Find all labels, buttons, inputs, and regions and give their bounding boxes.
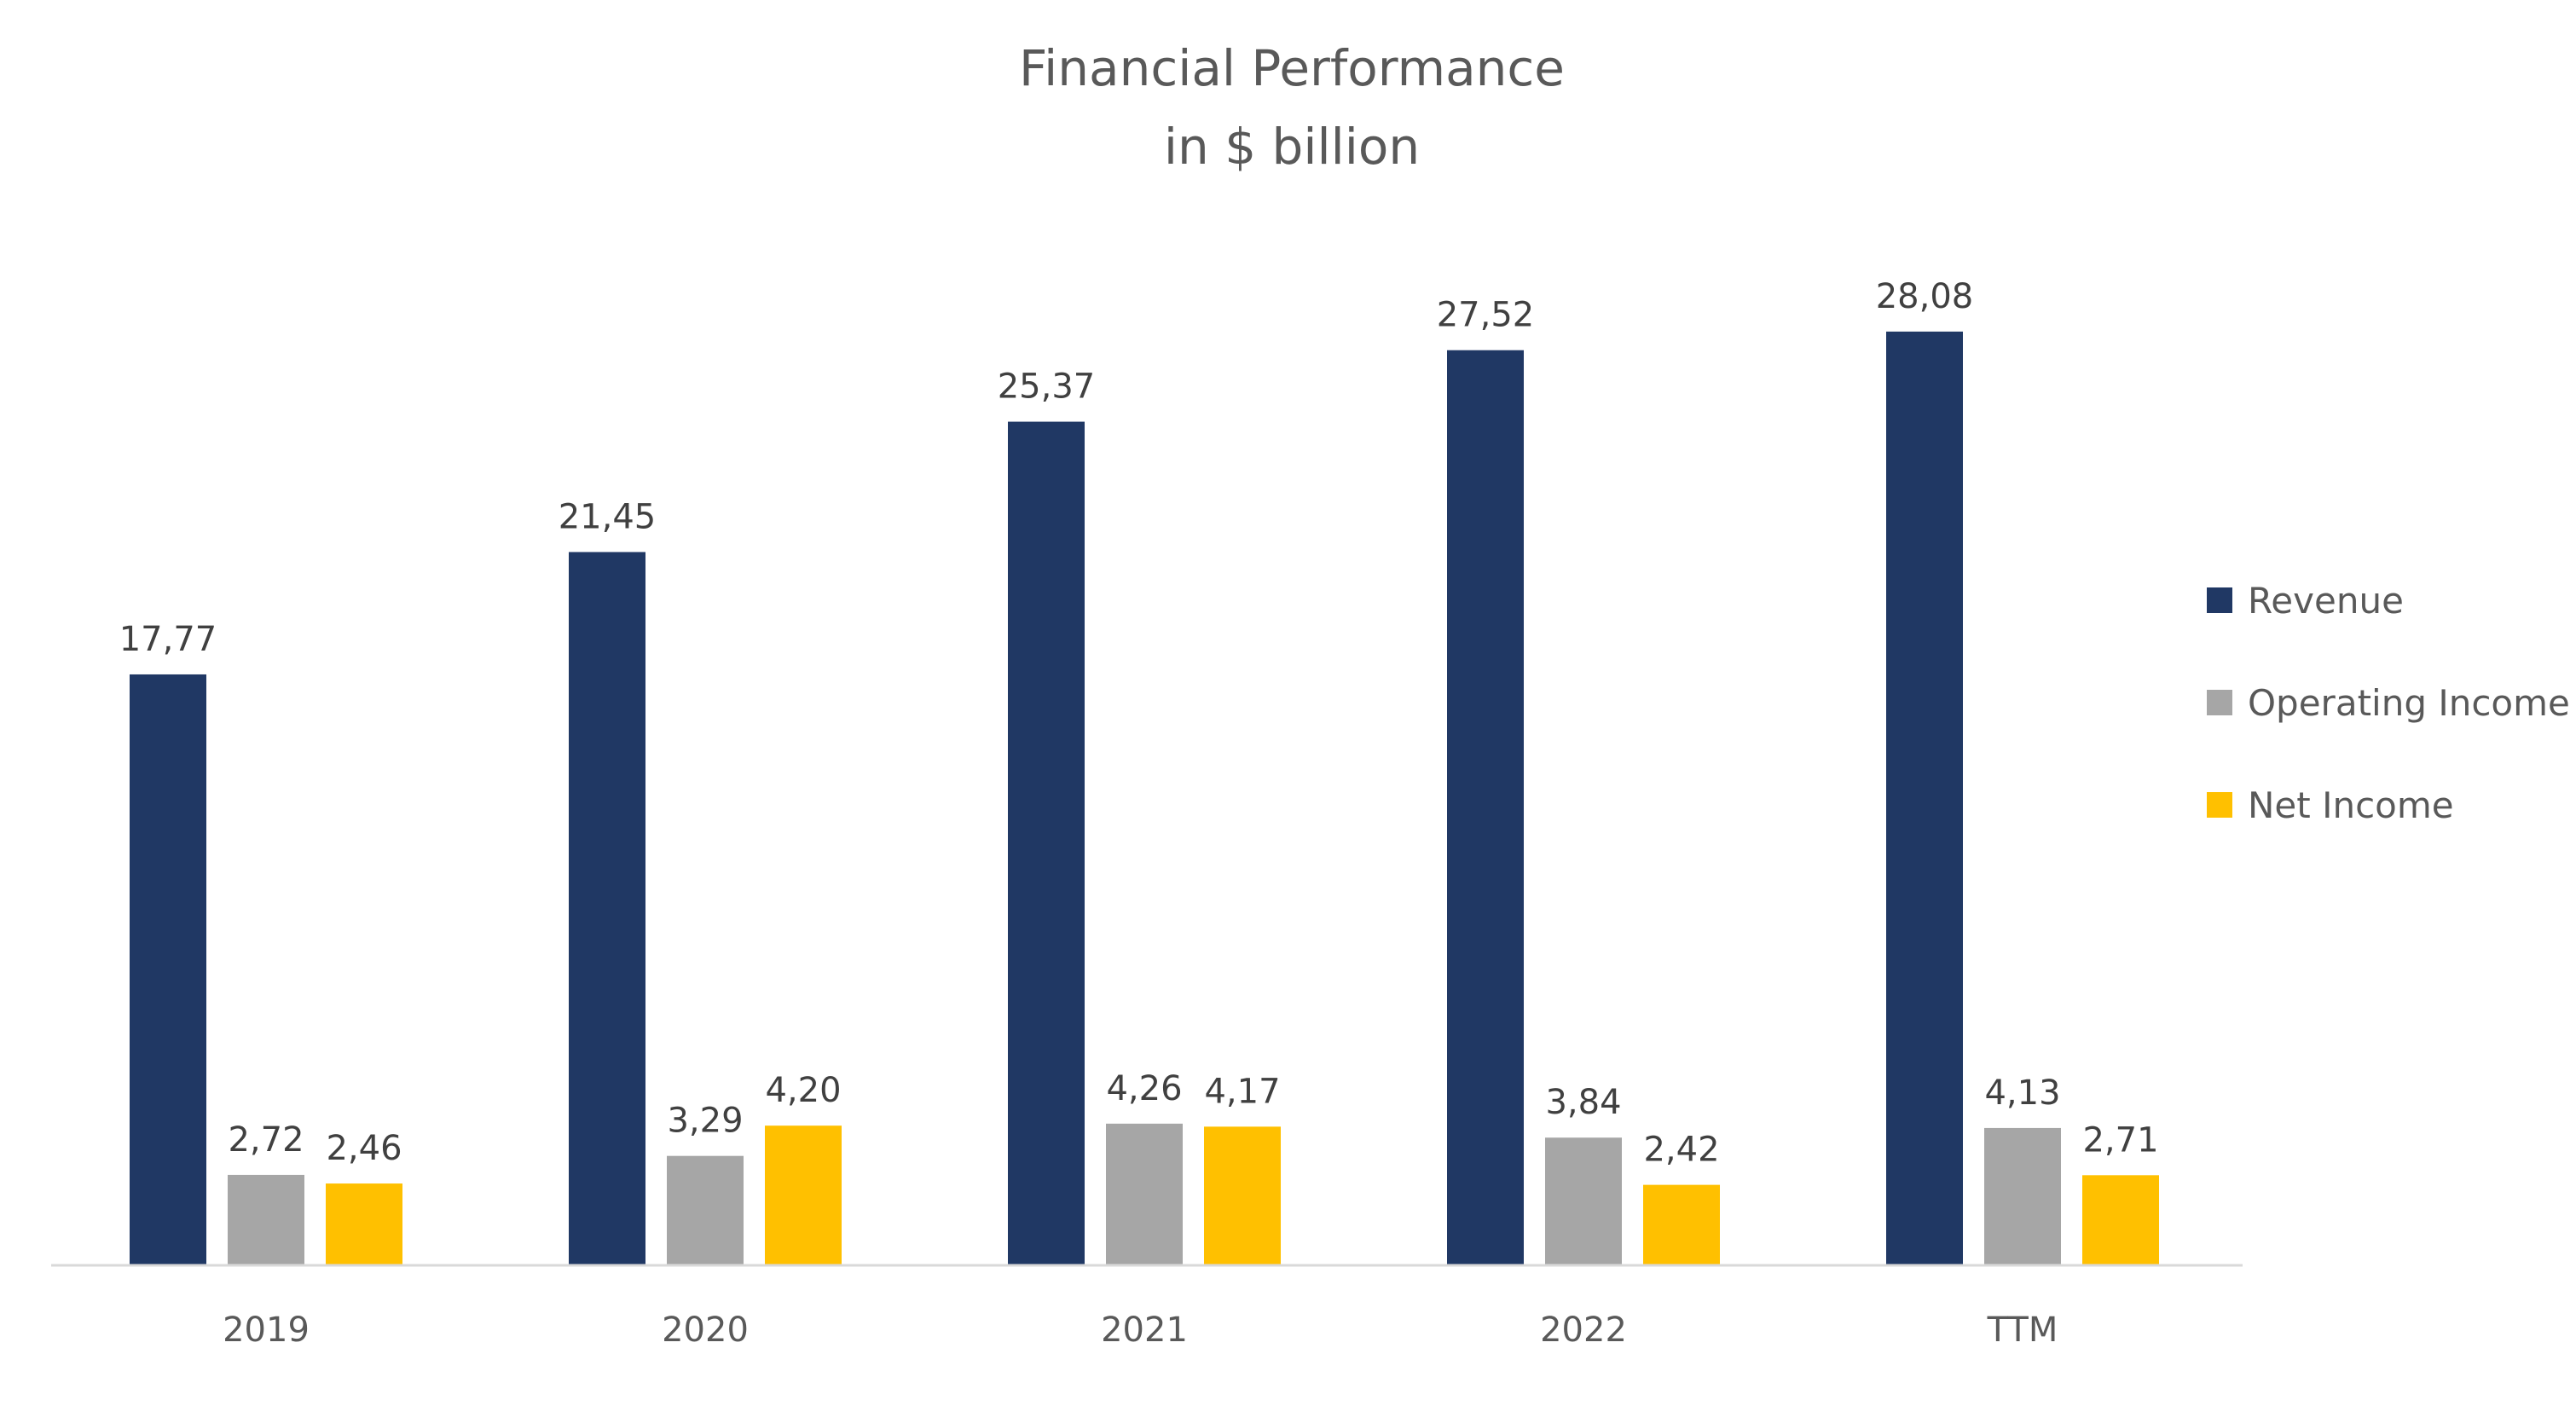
- x-tick-label-2020: 2020: [662, 1311, 749, 1350]
- bar-net-income-2022: [1643, 1184, 1720, 1265]
- bar-revenue-2021: [1008, 421, 1085, 1265]
- data-label-operating-income-2019: 2,72: [228, 1120, 304, 1160]
- bar-revenue-ttm: [1886, 331, 1963, 1265]
- legend-swatch-net-income: [2207, 792, 2232, 818]
- data-label-revenue-2022: 27,52: [1437, 296, 1535, 335]
- x-tick-label-2022: 2022: [1540, 1311, 1627, 1350]
- bar-operating-income-2021: [1106, 1123, 1183, 1265]
- data-label-net-income-2019: 2,46: [326, 1129, 402, 1168]
- x-tick-label-ttm: TTM: [1987, 1311, 2058, 1350]
- data-label-operating-income-2022: 3,84: [1545, 1083, 1621, 1122]
- x-axis-ticks: 2019 2020 2021 2022 TTM: [223, 1311, 2058, 1350]
- x-tick-label-2021: 2021: [1101, 1311, 1188, 1350]
- bar-net-income-2020: [765, 1125, 842, 1265]
- bar-operating-income-2022: [1545, 1137, 1622, 1265]
- chart-subtitle: in $ billion: [1164, 118, 1420, 176]
- legend: Revenue Operating Income Net Income: [2207, 580, 2570, 826]
- x-tick-label-2019: 2019: [223, 1311, 310, 1350]
- bar-operating-income-2020: [667, 1155, 744, 1265]
- data-label-revenue-2019: 17,77: [119, 620, 217, 659]
- bar-operating-income-2019: [228, 1174, 304, 1265]
- bar-revenue-2020: [569, 552, 645, 1265]
- data-label-operating-income-ttm: 4,13: [1984, 1073, 2060, 1113]
- legend-label-net-income: Net Income: [2248, 784, 2454, 826]
- bar-revenue-2022: [1447, 350, 1524, 1266]
- bar-net-income-2021: [1204, 1126, 1281, 1265]
- legend-label-operating-income: Operating Income: [2248, 682, 2570, 724]
- data-label-net-income-2021: 4,17: [1204, 1072, 1280, 1111]
- bar-operating-income-ttm: [1984, 1127, 2061, 1265]
- data-label-net-income-2022: 2,42: [1643, 1131, 1719, 1170]
- data-label-operating-income-2021: 4,26: [1106, 1069, 1182, 1108]
- data-label-revenue-ttm: 28,08: [1876, 277, 1974, 316]
- chart-title: Financial Performance: [1019, 39, 1565, 97]
- legend-label-revenue: Revenue: [2248, 580, 2404, 622]
- bar-net-income-ttm: [2082, 1175, 2159, 1265]
- data-label-revenue-2021: 25,37: [998, 367, 1096, 407]
- data-label-net-income-ttm: 2,71: [2082, 1120, 2158, 1160]
- bar-net-income-2019: [326, 1183, 402, 1265]
- data-labels-layer: 17,77 2,72 2,46 21,45 3,29 4,20 25,37 4,26 4,17 2…: [119, 277, 2159, 1170]
- legend-swatch-revenue: [2207, 587, 2232, 613]
- data-label-revenue-2020: 21,45: [559, 497, 657, 536]
- data-label-operating-income-2020: 3,29: [667, 1102, 743, 1141]
- data-label-net-income-2020: 4,20: [765, 1071, 841, 1110]
- bars-layer: [130, 331, 2159, 1266]
- legend-swatch-operating-income: [2207, 690, 2232, 715]
- bar-revenue-2019: [130, 674, 206, 1265]
